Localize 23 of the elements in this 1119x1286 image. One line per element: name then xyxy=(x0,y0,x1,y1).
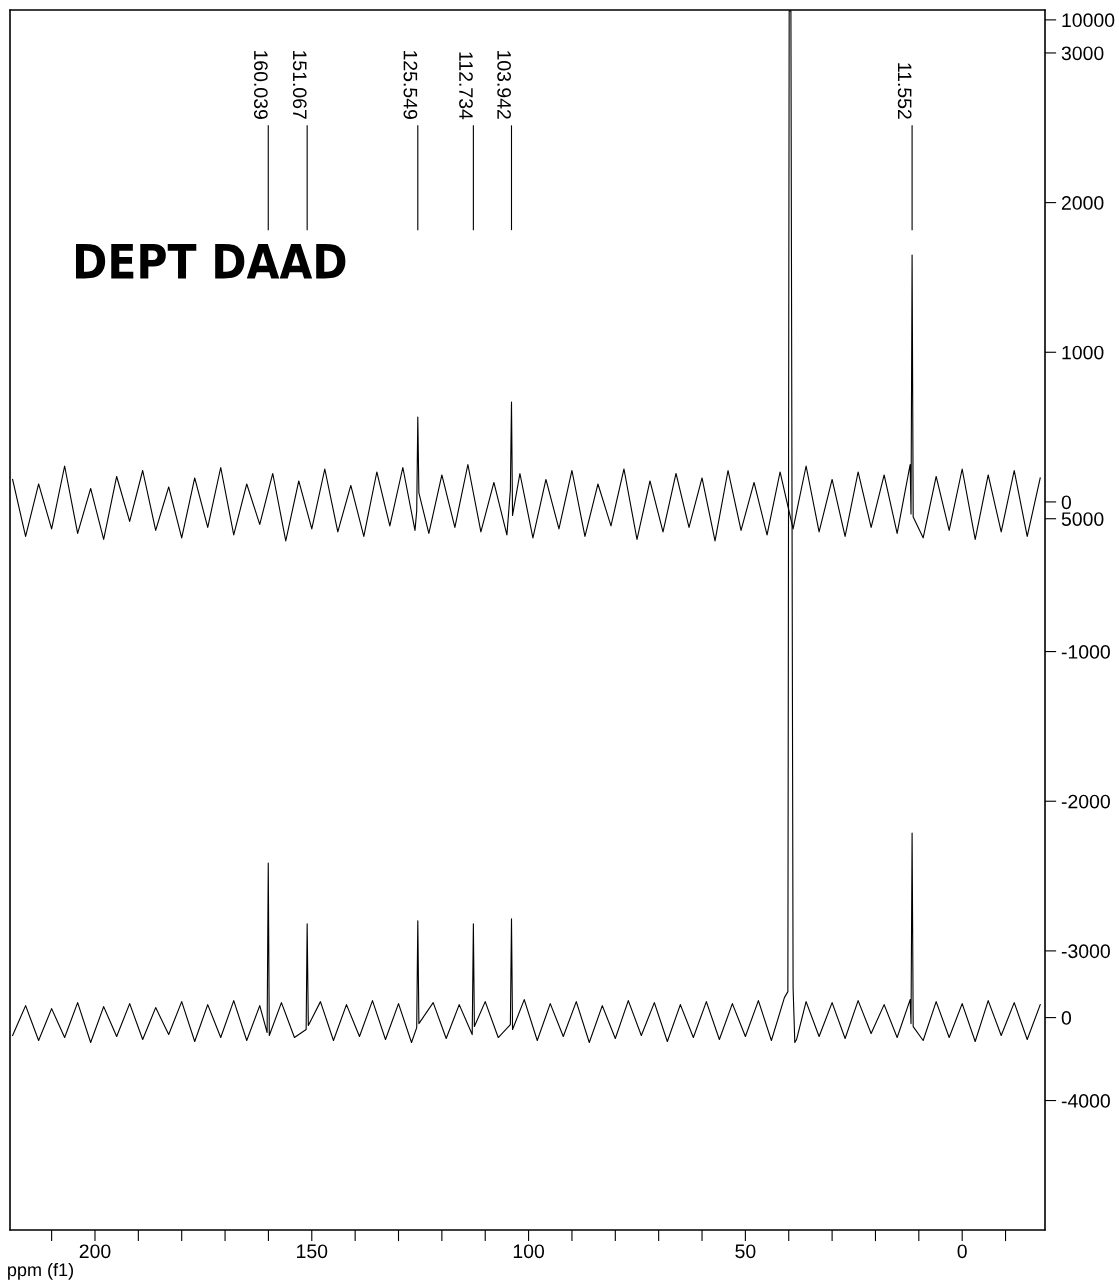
annotation: 125.549 xyxy=(403,51,418,119)
annotation: 103.942 xyxy=(497,51,511,119)
y-tick-label: -1000 xyxy=(1061,645,1110,659)
y2-tick-label: 5000 xyxy=(1061,512,1104,526)
y-tick-label: -2000 xyxy=(1061,794,1110,809)
y-tick-label: 0 xyxy=(1061,495,1072,510)
y-tick-label: 3000 xyxy=(1061,46,1104,61)
annotation: 112.734 xyxy=(459,52,473,120)
x-tick-label: 0 xyxy=(957,1244,967,1259)
x-tick-label: 50 xyxy=(735,1244,756,1259)
annotation: 11.552 xyxy=(897,63,912,119)
y-tick-label: -3000 xyxy=(1061,944,1110,959)
annotation: 160.039 xyxy=(253,51,268,119)
y-tick-label: -4000 xyxy=(1061,1094,1110,1108)
y-tick-label: 2000 xyxy=(1061,196,1104,210)
x-tick-label: 150 xyxy=(297,1244,328,1259)
x-axis-title: ppm (f1) xyxy=(8,1262,73,1280)
annotation: DEPT DAAD xyxy=(76,243,346,279)
annotation: 151.067 xyxy=(292,51,307,119)
x-tick-label: 200 xyxy=(79,1244,111,1259)
y2-tick-label: 10000 xyxy=(1062,13,1115,28)
x-tick-label: 100 xyxy=(513,1244,545,1259)
y-tick-label: 1000 xyxy=(1062,345,1104,360)
